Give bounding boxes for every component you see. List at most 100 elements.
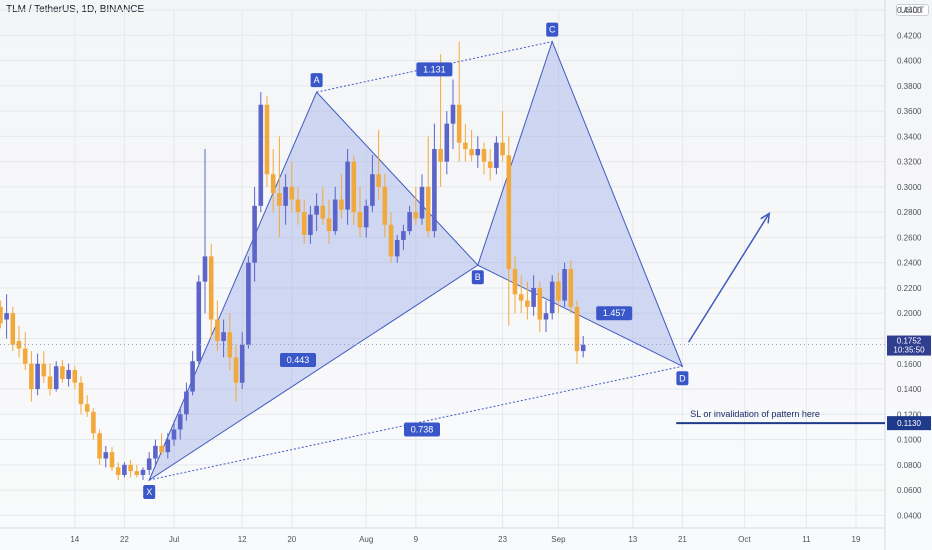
candle-body	[525, 300, 530, 307]
candle-body	[22, 348, 28, 364]
candle-body	[153, 445, 158, 459]
point-label-bg	[471, 270, 484, 285]
candle-body	[103, 452, 109, 459]
y-tick-label: 0.0800	[897, 461, 922, 470]
ratio-label: 1.457	[603, 308, 626, 318]
candle-body	[233, 357, 239, 383]
candle-body	[246, 262, 251, 345]
x-tick-label: Jul	[169, 535, 179, 544]
x-tick-label: 19	[852, 535, 861, 544]
x-tick-label: Oct	[738, 535, 751, 544]
candle-body	[72, 370, 78, 383]
candle-body	[53, 366, 59, 390]
x-tick-label: 22	[120, 535, 129, 544]
pattern-bcd	[477, 40, 684, 368]
stop-loss-tag-bg	[887, 416, 931, 431]
x-tick-label: 11	[802, 535, 811, 544]
candle-body	[394, 239, 400, 257]
point-label-d: D	[679, 373, 686, 383]
last-price-tag-bg	[887, 335, 931, 356]
candle-body	[481, 148, 487, 162]
candle-body	[456, 104, 462, 143]
candle-body	[60, 366, 65, 379]
candle-body	[301, 212, 307, 235]
point-label-bg	[546, 22, 559, 37]
ratio-label-bg	[416, 62, 453, 77]
candle-body	[91, 411, 96, 434]
candle-body	[537, 287, 543, 320]
candle-body	[122, 464, 127, 475]
candle-body	[47, 376, 53, 390]
point-label-bg	[310, 73, 323, 88]
candle-body	[326, 218, 332, 232]
ratio-label: 0.738	[411, 424, 434, 434]
y-tick-label: 0.3400	[897, 132, 922, 141]
candle-body	[289, 186, 295, 200]
candle-body	[580, 344, 586, 352]
candle-body	[438, 148, 443, 162]
x-tick-label: 13	[628, 535, 637, 544]
candle-body	[543, 313, 549, 320]
ratio-label: 0.443	[287, 355, 310, 365]
x-tick-label: 23	[498, 535, 507, 544]
candle-body	[463, 142, 468, 149]
stop-loss-note: SL or invalidation of pattern here	[690, 409, 820, 419]
candle-body	[115, 467, 121, 475]
y-tick-label: 0.2600	[897, 233, 922, 242]
candle-body	[227, 332, 233, 358]
candle-body	[165, 439, 171, 453]
candle-body	[239, 344, 245, 383]
pattern-xab	[148, 91, 479, 482]
grid-layer	[0, 0, 886, 550]
y-tick-label: 0.2200	[897, 284, 922, 293]
candle-body	[357, 212, 363, 228]
candle-body	[215, 319, 220, 342]
y-tick-label: 0.2800	[897, 208, 922, 217]
candle-body	[518, 294, 524, 301]
annotations-layer: X A B C D 1.131 0.443 1.457 0.738 SL or invalidat…	[0, 22, 885, 499]
candle-body	[140, 469, 146, 475]
candle-body	[258, 104, 264, 206]
candle-body	[190, 361, 195, 392]
ratio-label-bg	[404, 422, 440, 437]
candle-body	[419, 186, 425, 219]
x-tick-label: 21	[678, 535, 687, 544]
candle-body	[314, 205, 319, 215]
candle-body	[146, 458, 152, 470]
y-tick-label: 0.2000	[897, 309, 922, 318]
y-tick-label: 0.4200	[897, 31, 922, 40]
x-tick-label: Aug	[359, 535, 373, 544]
candle-body	[339, 199, 344, 210]
countdown-tag: 10:35:50	[893, 346, 925, 355]
candle-body	[134, 471, 140, 475]
candle-body	[500, 142, 505, 156]
candle-body	[308, 214, 313, 235]
currency-badge[interactable]: USDT	[896, 4, 929, 16]
x-tick-label: Sep	[551, 535, 566, 544]
candle-body	[487, 161, 493, 168]
candle-body	[196, 281, 202, 362]
stop-loss-tag: 0.1130	[897, 419, 921, 428]
candle-body	[376, 174, 381, 187]
candle-body	[171, 429, 177, 440]
candle-body	[202, 256, 208, 282]
candle-body	[401, 231, 406, 240]
point-label-bg	[143, 484, 156, 499]
candles-layer	[0, 41, 586, 480]
candle-body	[177, 414, 183, 430]
point-label-c: C	[549, 25, 556, 35]
candle-body	[562, 269, 567, 301]
x-tick-label: 14	[70, 535, 79, 544]
candle-body	[345, 161, 350, 210]
candle-body	[159, 445, 164, 453]
point-label-a: A	[314, 75, 320, 85]
candle-body	[370, 174, 375, 206]
ratio-label: 1.131	[423, 64, 446, 74]
candle-body	[109, 452, 115, 468]
candle-body	[382, 186, 388, 225]
candle-body	[469, 148, 474, 156]
y-tick-label: 0.3800	[897, 82, 922, 91]
candle-body	[549, 281, 555, 314]
